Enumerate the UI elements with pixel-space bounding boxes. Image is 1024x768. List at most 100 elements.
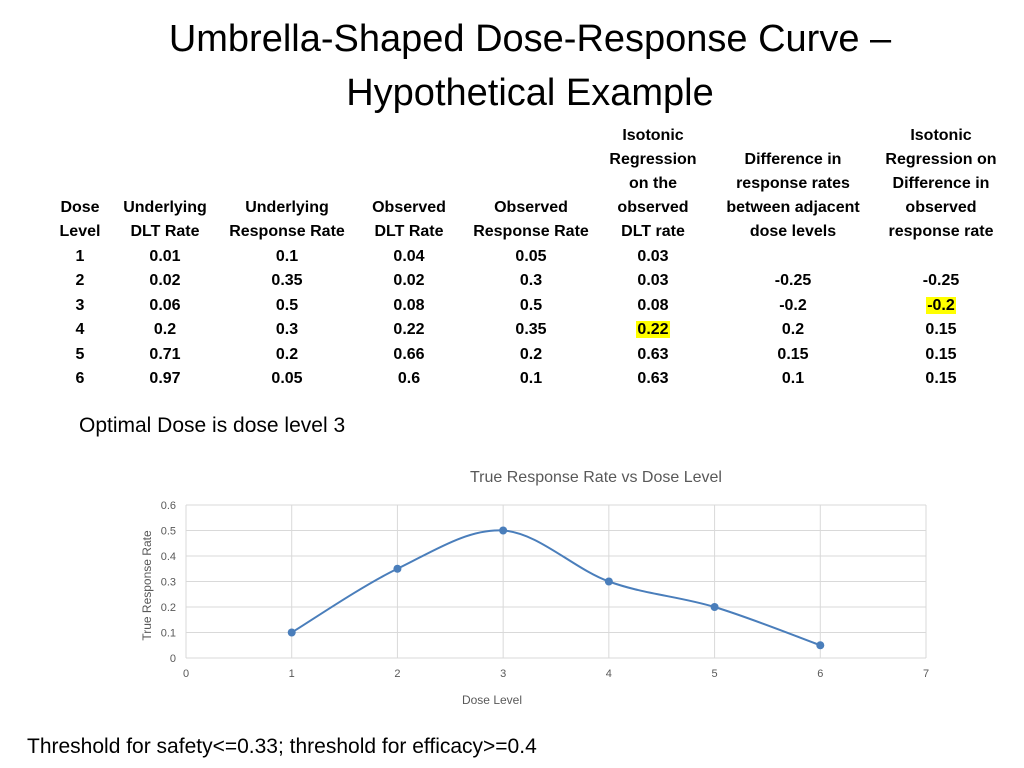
column-header-line: DLT rate	[621, 223, 685, 240]
column-header-line: Level	[59, 223, 101, 240]
cell-value: 0.3	[519, 272, 543, 289]
table-cell: 0.1	[466, 367, 596, 392]
data-point	[499, 526, 508, 535]
column-header-line: observed	[617, 199, 689, 216]
cell-value: -0.25	[774, 272, 812, 289]
cell-value: 0.2	[781, 321, 805, 338]
x-tick-label: 6	[817, 668, 823, 680]
table-cell: 4	[52, 318, 108, 343]
slide-title-line-1: Umbrella-Shaped Dose-Response Curve –	[168, 18, 892, 60]
slide-title-line-2: Hypothetical Example	[346, 72, 714, 114]
cell-value: 0.3	[275, 321, 299, 338]
highlighted-value: 0.22	[636, 321, 670, 338]
cell-value: 0.02	[393, 272, 425, 289]
y-tick-label: 0.1	[161, 628, 176, 640]
table-row: 6 0.97 0.05 0.6 0.1 0.63 0.1 0.15	[52, 367, 1006, 392]
x-tick-label: 1	[289, 668, 295, 680]
table-cell: -0.2	[710, 293, 876, 318]
cell-value: 0.5	[275, 296, 299, 314]
table-header-row: Dose Level Underlying DLT Rate Underlying Res…	[52, 124, 1006, 244]
table-cell: 0.1	[710, 367, 876, 392]
table-body: 1 0.01 0.1 0.04 0.05 0.03 2 0.02 0.35 0.02 0.3 0.03…	[52, 244, 1006, 391]
table-cell: 0.3	[222, 318, 352, 343]
cell-value: 0.2	[519, 345, 543, 363]
cell-value: 0.6	[397, 370, 421, 387]
x-axis-label: Dose Level	[462, 693, 522, 707]
table-cell	[876, 244, 1006, 269]
column-header: Isotonic Regression on Difference in observ…	[876, 124, 1006, 244]
column-header-line: response rate	[888, 223, 994, 240]
table-cell: 0.15	[876, 342, 1006, 367]
y-tick-label: 0.4	[161, 551, 176, 563]
column-header-line: Regression on	[885, 151, 997, 168]
table-cell: 0.5	[222, 293, 352, 318]
table-row: 1 0.01 0.1 0.04 0.05 0.03	[52, 244, 1006, 269]
table-row: 5 0.71 0.2 0.66 0.2 0.63 0.15 0.15	[52, 342, 1006, 367]
column-header: Difference in response rates between adjac…	[710, 124, 876, 244]
table-cell: 0.1	[222, 244, 352, 269]
y-tick-label: 0.3	[161, 577, 176, 589]
table-cell: 0.66	[352, 342, 466, 367]
table-cell: 0.02	[352, 269, 466, 294]
table-cell: 0.03	[596, 269, 710, 294]
column-header: Observed Response Rate	[466, 124, 596, 244]
table-cell: 0.06	[108, 293, 222, 318]
table-cell: 0.71	[108, 342, 222, 367]
column-header: Isotonic Regression on the observed DLT rate	[596, 124, 710, 244]
table-cell: 0.08	[352, 293, 466, 318]
x-tick-label: 3	[500, 668, 506, 680]
column-header-line: Difference in	[744, 151, 842, 168]
column-header-line: Underlying	[245, 199, 329, 216]
highlighted-value: -0.2	[926, 296, 956, 314]
table-cell: 0.15	[876, 318, 1006, 343]
column-header-line: response rates	[736, 175, 850, 192]
column-header: Observed DLT Rate	[352, 124, 466, 244]
cell-value: 0.1	[781, 370, 805, 387]
column-header-line: Isotonic	[622, 127, 684, 144]
data-point	[816, 641, 825, 650]
table-cell: 0.15	[710, 342, 876, 367]
cell-value: 0.63	[637, 345, 669, 363]
table-cell: 0.97	[108, 367, 222, 392]
table-cell: -0.25	[876, 269, 1006, 294]
table-cell: 0.2	[108, 318, 222, 343]
cell-value: 0.01	[149, 247, 181, 265]
table-row: 3 0.06 0.5 0.08 0.5 0.08 -0.2 -0.2	[52, 293, 1006, 318]
table-cell: 0.02	[108, 269, 222, 294]
table-row: 4 0.2 0.3 0.22 0.35 0.22 0.2 0.15	[52, 318, 1006, 343]
column-header-line: DLT Rate	[130, 223, 200, 240]
series-line	[291, 529, 821, 647]
table-cell: 0.03	[596, 244, 710, 269]
cell-value: 0.5	[519, 296, 543, 314]
y-tick-label: 0.6	[161, 500, 176, 512]
table-cell: 2	[52, 269, 108, 294]
cell-value: 0.15	[925, 370, 957, 387]
cell-value: 0.08	[393, 296, 425, 314]
cell-value: 0.05	[515, 247, 547, 265]
column-header-line: Regression	[609, 151, 697, 168]
cell-value: 3	[75, 296, 85, 314]
table-row: 2 0.02 0.35 0.02 0.3 0.03 -0.25 -0.25	[52, 269, 1006, 294]
table-cell: -0.25	[710, 269, 876, 294]
data-point	[710, 603, 719, 611]
column-header-line: Observed	[494, 199, 568, 216]
table-cell: 0.63	[596, 367, 710, 392]
column-header-line: Isotonic	[910, 127, 972, 144]
table-cell: 0.5	[466, 293, 596, 318]
cell-value: -0.2	[779, 296, 807, 314]
cell-value: 0.1	[275, 247, 299, 265]
column-header: Underlying DLT Rate	[108, 124, 222, 244]
data-point	[287, 628, 296, 637]
column-header: Dose Level	[52, 124, 108, 244]
chart-title: True Response Rate vs Dose Level	[470, 469, 722, 486]
cell-value: 0.15	[777, 345, 809, 363]
table-cell: 0.2	[222, 342, 352, 367]
table-cell	[710, 244, 876, 269]
data-point	[393, 564, 402, 573]
y-tick-label: 0	[170, 653, 176, 665]
dose-table: Dose Level Underlying DLT Rate Underlying Res…	[52, 124, 1006, 391]
table-cell: 3	[52, 293, 108, 318]
cell-value: 4	[75, 321, 85, 338]
table-cell: 1	[52, 244, 108, 269]
table-cell: 0.2	[710, 318, 876, 343]
